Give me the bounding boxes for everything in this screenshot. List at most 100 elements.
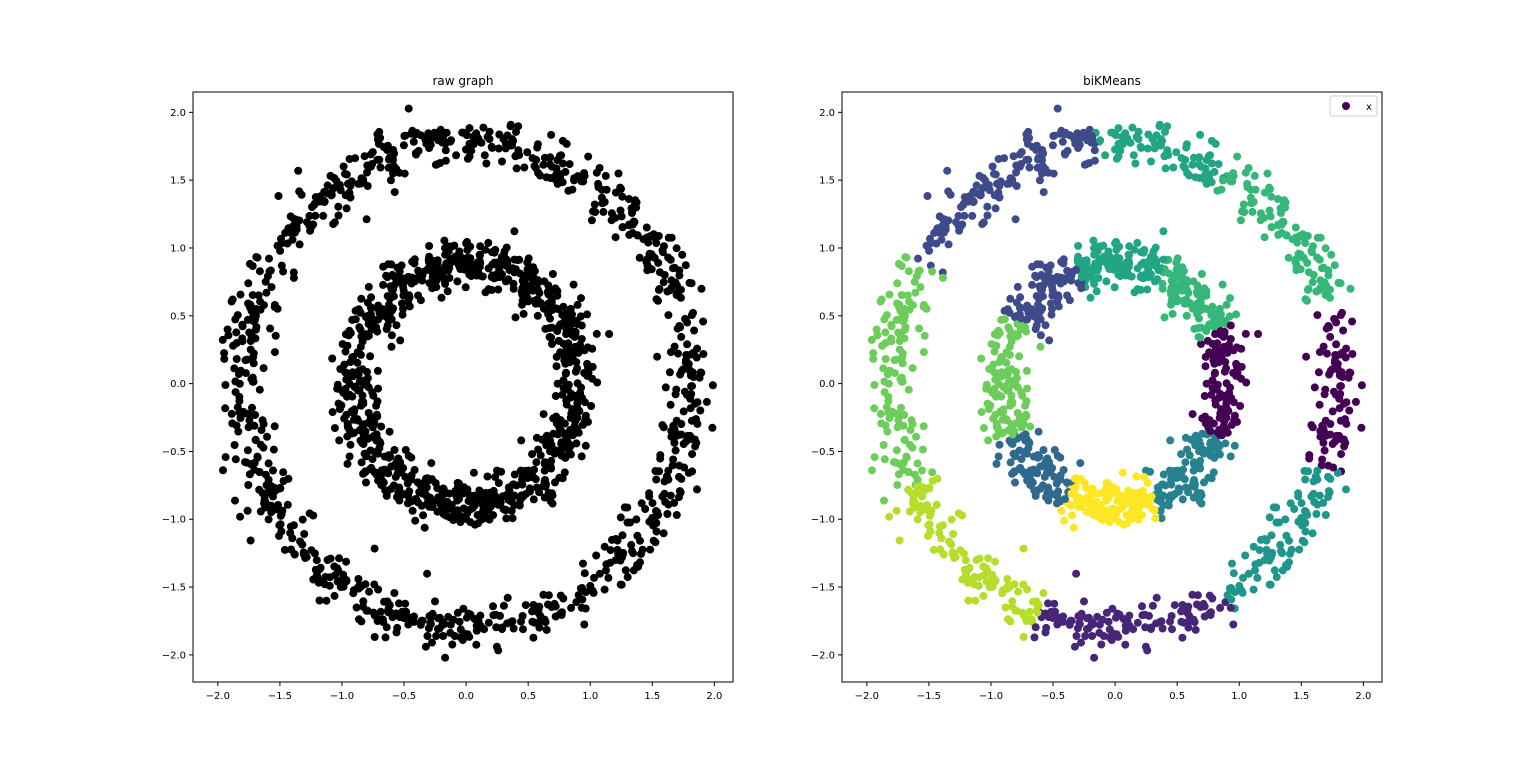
scatter-point xyxy=(692,415,700,424)
scatter-point xyxy=(365,587,374,596)
scatter-point xyxy=(489,486,498,495)
scatter-point xyxy=(1177,450,1186,459)
scatter-point xyxy=(1044,267,1053,276)
scatter-point xyxy=(375,155,384,164)
scatter-point xyxy=(410,466,419,474)
scatter-point xyxy=(1074,242,1083,250)
scatter-point xyxy=(577,603,586,612)
scatter-point xyxy=(319,196,328,205)
legend-label: x xyxy=(1366,102,1372,113)
scatter-point xyxy=(983,211,992,220)
scatter-point xyxy=(391,472,400,481)
scatter-point xyxy=(681,358,690,367)
scatter-point xyxy=(611,233,620,242)
scatter-point xyxy=(617,185,625,193)
scatter-point xyxy=(1011,215,1020,224)
scatter-point xyxy=(392,609,401,618)
scatter-point xyxy=(920,331,929,340)
scatter-point xyxy=(999,428,1008,437)
scatter-point xyxy=(936,545,945,554)
scatter-point xyxy=(469,468,478,477)
scatter-point xyxy=(663,510,672,518)
scatter-point xyxy=(374,615,383,624)
scatter-point xyxy=(503,259,512,268)
scatter-point xyxy=(988,582,997,591)
scatter-point xyxy=(568,310,576,319)
scatter-point xyxy=(547,333,556,342)
scatter-point xyxy=(280,545,289,554)
scatter-point xyxy=(1059,255,1068,264)
scatter-point xyxy=(529,263,538,272)
scatter-point xyxy=(960,211,969,220)
scatter-point xyxy=(1301,239,1310,248)
scatter-point xyxy=(238,322,247,331)
scatter-point xyxy=(1193,600,1201,609)
scatter-point xyxy=(1267,531,1276,540)
scatter-point xyxy=(1295,545,1304,554)
scatter-point xyxy=(929,545,938,554)
scatter-point xyxy=(1315,348,1324,357)
scatter-point xyxy=(1335,431,1344,440)
scatter-point xyxy=(556,591,565,600)
scatter-point xyxy=(880,455,889,464)
scatter-point xyxy=(481,288,490,297)
scatter-point xyxy=(244,279,253,288)
scatter-point xyxy=(298,515,307,524)
scatter-point xyxy=(1336,390,1345,398)
scatter-point xyxy=(1267,223,1276,232)
scatter-point xyxy=(652,527,661,536)
scatter-point xyxy=(932,500,941,509)
scatter-point xyxy=(1227,584,1235,592)
scatter-point xyxy=(567,327,576,336)
scatter-point xyxy=(584,152,593,161)
scatter-point xyxy=(387,331,396,340)
scatter-point xyxy=(659,278,668,287)
scatter-point xyxy=(1019,633,1028,641)
scatter-point xyxy=(337,386,346,395)
scatter-point xyxy=(421,642,430,651)
scatter-point xyxy=(925,511,934,520)
scatter-point xyxy=(264,459,273,468)
scatter-point xyxy=(479,123,488,132)
scatter-point xyxy=(1294,492,1303,501)
scatter-point xyxy=(1130,502,1139,511)
scatter-point xyxy=(911,288,920,297)
scatter-point xyxy=(389,162,398,170)
scatter-point xyxy=(572,425,581,434)
scatter-point xyxy=(391,280,399,289)
scatter-point xyxy=(1319,424,1328,433)
scatter-point xyxy=(954,221,963,230)
scatter-point xyxy=(1209,356,1218,365)
scatter-point xyxy=(532,458,541,467)
scatter-point xyxy=(655,467,664,476)
scatter-point xyxy=(319,211,328,220)
scatter-point xyxy=(869,354,878,363)
raw-graph-axes-frame xyxy=(192,91,734,683)
scatter-point xyxy=(1000,154,1009,163)
scatter-point xyxy=(1065,296,1074,305)
scatter-point xyxy=(670,263,679,272)
scatter-point xyxy=(298,540,307,549)
scatter-point xyxy=(1217,405,1226,414)
scatter-point xyxy=(339,582,348,591)
scatter-point xyxy=(569,280,578,289)
scatter-point xyxy=(687,382,696,391)
scatter-point xyxy=(991,170,1000,179)
scatter-point xyxy=(1023,615,1032,624)
scatter-point xyxy=(1016,303,1025,312)
scatter-point xyxy=(1072,265,1080,274)
scatter-point xyxy=(1008,430,1017,439)
scatter-point xyxy=(1136,142,1145,151)
scatter-point xyxy=(1155,122,1164,131)
scatter-point xyxy=(867,335,876,344)
scatter-point xyxy=(1313,475,1322,484)
scatter-point xyxy=(900,325,909,334)
scatter-point xyxy=(991,204,1000,213)
scatter-point xyxy=(949,530,958,538)
scatter-point xyxy=(877,419,886,428)
scatter-point xyxy=(364,383,373,392)
scatter-point xyxy=(247,332,256,341)
scatter-point xyxy=(470,135,479,144)
scatter-point xyxy=(367,303,376,312)
scatter-point xyxy=(1096,136,1105,145)
